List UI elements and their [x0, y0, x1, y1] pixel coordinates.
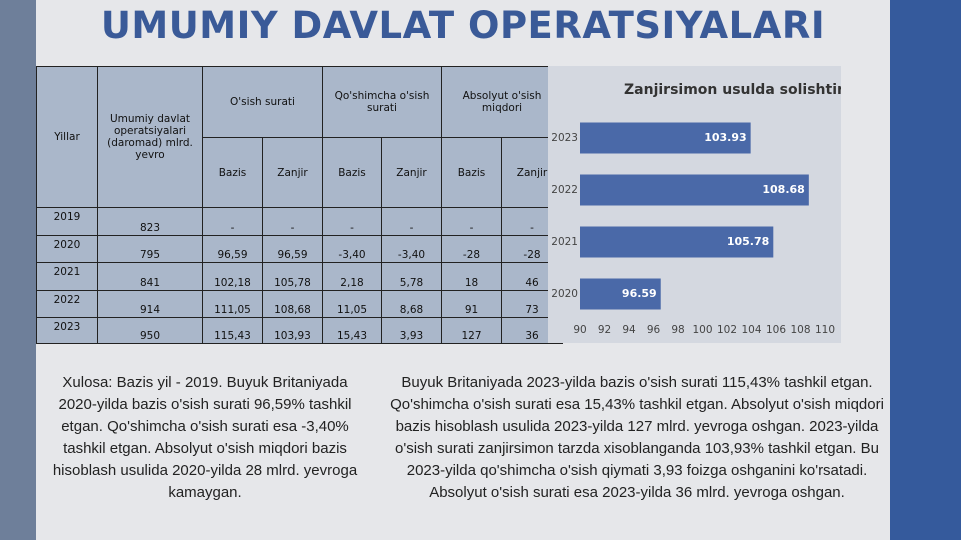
- table-cell: -3,40: [381, 235, 442, 263]
- chart: Zanjirsimon usulda solishtiruv 90 92 94 96 9…: [548, 66, 841, 343]
- slide-title: UMUMIY DAVLAT OPERATSIYALARI: [100, 4, 826, 47]
- x-tick-label: 90: [573, 324, 586, 336]
- chart-title: Zanjirsimon usulda solishtiruv: [624, 82, 841, 98]
- table-cell: 115,43: [202, 317, 263, 344]
- header-cell: Yillar: [36, 66, 98, 208]
- header-cell: Bazis: [202, 137, 263, 208]
- table-cell: 103,93: [262, 317, 323, 344]
- table-cell: 823: [97, 207, 203, 236]
- value-label: 96.59: [622, 287, 657, 300]
- table-cell: -: [441, 207, 502, 236]
- x-tick-label: 98: [671, 324, 684, 336]
- y-tick-label: 2021: [551, 236, 578, 248]
- table-cell: 91: [441, 290, 502, 318]
- data-table: Yillar Umumiy davlat operatsiyalari (daro…: [36, 66, 563, 344]
- conclusion-left: Xulosa: Bazis yil - 2019. Buyuk Britaniy…: [52, 374, 358, 501]
- table-cell: -: [322, 207, 382, 236]
- value-label: 105.78: [727, 235, 769, 248]
- x-tick-label: 96: [647, 324, 661, 336]
- table-cell: 108,68: [262, 290, 323, 318]
- header-cell: Zanjir: [381, 137, 442, 208]
- header-cell: Zanjir: [262, 137, 323, 208]
- y-tick-label: 2022: [551, 184, 578, 196]
- bar: [580, 278, 661, 310]
- x-tick-label: 102: [717, 324, 737, 336]
- x-tick-label: 108: [790, 324, 810, 336]
- bar: [580, 122, 751, 154]
- bar: [580, 226, 774, 258]
- table-cell: 96,59: [262, 235, 323, 263]
- x-tick-label: 100: [692, 324, 712, 336]
- conclusion-right: Buyuk Britaniyada 2023-yilda bazis o'sis…: [390, 374, 884, 501]
- right-strip: [890, 0, 961, 540]
- table-cell: 127: [441, 317, 502, 344]
- table-cell: 105,78: [262, 262, 323, 291]
- table-cell: 2021: [36, 262, 98, 291]
- table-cell: 18: [441, 262, 502, 291]
- table-cell: 914: [97, 290, 203, 318]
- value-label: 108.68: [762, 183, 804, 196]
- table-cell: 2023: [36, 317, 98, 344]
- table-cell: 111,05: [202, 290, 263, 318]
- header-cell: Qo'shimcha o'sish surati: [322, 66, 442, 138]
- left-strip: [0, 0, 36, 540]
- header-cell: O'sish surati: [202, 66, 323, 138]
- value-label: 103.93: [704, 131, 746, 144]
- table-cell: -: [381, 207, 442, 236]
- table-cell: 5,78: [381, 262, 442, 291]
- table-cell: 11,05: [322, 290, 382, 318]
- header-cell: Bazis: [441, 137, 502, 208]
- header-cell: Absolyut o'sish miqdori: [441, 66, 563, 138]
- table-cell: -: [202, 207, 263, 236]
- table-cell: -28: [441, 235, 502, 263]
- table-cell: -: [262, 207, 323, 236]
- table-cell: 950: [97, 317, 203, 344]
- table-cell: 795: [97, 235, 203, 263]
- header-cell: Bazis: [322, 137, 382, 208]
- table-cell: 2,18: [322, 262, 382, 291]
- table-cell: 102,18: [202, 262, 263, 291]
- header-cell: Umumiy davlat operatsiyalari (daromad) m…: [97, 66, 203, 208]
- y-tick-label: 2020: [551, 288, 578, 300]
- x-tick-label: 92: [598, 324, 611, 336]
- table-cell: 841: [97, 262, 203, 291]
- y-tick-label: 2023: [551, 132, 578, 144]
- table-cell: -3,40: [322, 235, 382, 263]
- table-cell: 2019: [36, 207, 98, 236]
- table-cell: 2022: [36, 290, 98, 318]
- x-tick-label: 106: [766, 324, 786, 336]
- table-cell: 3,93: [381, 317, 442, 344]
- table-cell: 96,59: [202, 235, 263, 263]
- table-cell: 8,68: [381, 290, 442, 318]
- bar: [580, 174, 809, 206]
- x-tick-label: 94: [622, 324, 636, 336]
- x-tick-label: 110: [815, 324, 835, 336]
- table-cell: 2020: [36, 235, 98, 263]
- table-cell: 15,43: [322, 317, 382, 344]
- x-tick-label: 104: [741, 324, 761, 336]
